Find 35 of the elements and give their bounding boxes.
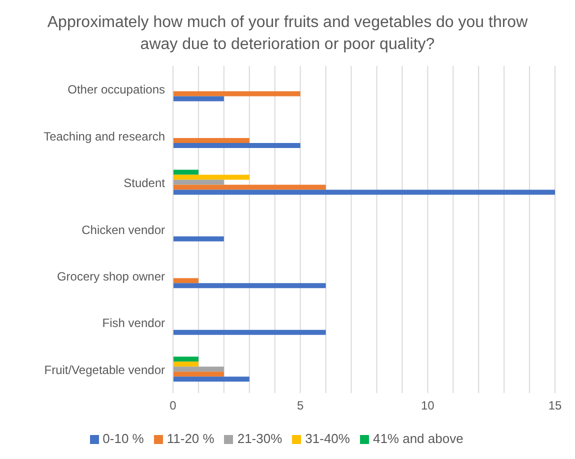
x-tick-label: 10 bbox=[420, 398, 435, 413]
bar bbox=[173, 372, 224, 377]
bar bbox=[173, 91, 300, 96]
bar bbox=[173, 170, 198, 175]
bar bbox=[173, 184, 326, 190]
x-tick-label: 0 bbox=[170, 398, 177, 413]
legend-label: 11-20 % bbox=[166, 431, 214, 446]
bar bbox=[173, 376, 250, 382]
legend-label: 21-30% bbox=[237, 431, 282, 446]
bar bbox=[173, 236, 224, 242]
y-tick-label: Chicken vendor bbox=[82, 222, 165, 237]
bar bbox=[173, 180, 224, 185]
bar bbox=[173, 190, 555, 195]
y-tick-label: Student bbox=[124, 176, 166, 190]
bar bbox=[173, 142, 300, 148]
bar bbox=[173, 330, 326, 335]
chart-title: Approximately how much of your fruits and vegetables do you throw away due to deterioration or poor quality? bbox=[46, 13, 529, 55]
y-tick-label: Fruit/Vegetable vendor bbox=[44, 362, 165, 377]
bar bbox=[173, 366, 224, 372]
legend-label: 31-40% bbox=[305, 431, 350, 446]
x-tick-label: 15 bbox=[548, 398, 562, 413]
bar bbox=[173, 96, 224, 102]
bar bbox=[173, 283, 326, 288]
y-tick-label: Fish vendor bbox=[102, 316, 165, 330]
y-tick-label: Other occupations bbox=[68, 82, 165, 97]
y-tick-label: Grocery shop owner bbox=[56, 269, 166, 284]
legend-label: 0-10 % bbox=[102, 431, 144, 446]
bar bbox=[173, 138, 250, 143]
bar bbox=[173, 356, 198, 362]
y-tick-label: Teaching and research bbox=[44, 129, 165, 144]
bar bbox=[173, 174, 250, 180]
legend-label: 41% and above bbox=[372, 431, 464, 446]
x-tick-label: 5 bbox=[296, 398, 304, 413]
bar bbox=[173, 362, 198, 367]
bar bbox=[173, 278, 198, 284]
